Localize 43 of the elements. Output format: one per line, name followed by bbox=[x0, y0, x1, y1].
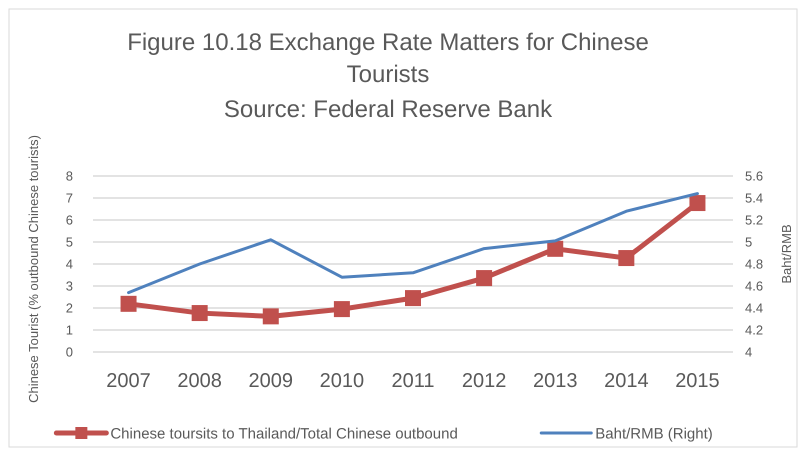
y-tick-label: 5 bbox=[66, 234, 73, 250]
x-tick-label: 2012 bbox=[462, 370, 506, 392]
x-tick-label: 2011 bbox=[391, 370, 435, 392]
legend-label: Baht/RMB (Right) bbox=[595, 425, 713, 442]
y2-tick-label: 4.4 bbox=[745, 300, 764, 316]
x-tick-label: 2013 bbox=[532, 370, 578, 392]
y-tick-label: 0 bbox=[66, 344, 73, 360]
x-tick-label: 2007 bbox=[106, 370, 151, 392]
y2-tick-label: 4.6 bbox=[745, 278, 764, 294]
x-tick-label: 2015 bbox=[675, 370, 720, 392]
point bbox=[405, 290, 421, 306]
chart-title: Figure 10.18 Exchange Rate Matters for Chinese Tourists bbox=[127, 29, 649, 88]
y2-tick-label: 5 bbox=[745, 234, 752, 250]
y-tick-label: 8 bbox=[66, 168, 73, 184]
y2-tick-label: 4.8 bbox=[745, 256, 764, 272]
y2-tick-label: 4 bbox=[745, 344, 752, 360]
y2-axis-title: Baht/RMB bbox=[779, 224, 794, 284]
y2-tick-label: 5.6 bbox=[745, 168, 764, 184]
x-tick-label: 2014 bbox=[604, 370, 649, 392]
point bbox=[689, 195, 706, 212]
y-tick-label: 7 bbox=[66, 190, 73, 206]
point bbox=[192, 305, 208, 322]
point bbox=[120, 296, 137, 312]
y-tick-label: 2 bbox=[66, 300, 73, 316]
y2-tick-label: 5.4 bbox=[745, 190, 764, 206]
y2-tick-label: 4.2 bbox=[745, 322, 764, 338]
legend-label: Chinese toursits to Thailand/Total Chinese outbound bbox=[110, 425, 458, 442]
point bbox=[547, 240, 564, 257]
chart-subtitle: Source: Federal Reserve Bank bbox=[224, 96, 554, 123]
point bbox=[262, 308, 279, 324]
y-tick-label: 6 bbox=[66, 212, 73, 228]
point bbox=[334, 301, 350, 318]
line-series bbox=[127, 192, 699, 294]
x-tick-label: 2009 bbox=[248, 370, 294, 392]
y2-tick-label: 5.2 bbox=[745, 212, 764, 228]
y-tick-label: 4 bbox=[66, 256, 73, 272]
x-tick-label: 2008 bbox=[177, 370, 222, 392]
y-tick-label: 3 bbox=[66, 278, 73, 294]
y-axis-title: Chinese Tourist (% outbound Chinese tourists) bbox=[26, 135, 41, 403]
point bbox=[618, 250, 634, 266]
y-tick-label: 1 bbox=[66, 322, 73, 338]
x-tick-label: 2010 bbox=[320, 370, 364, 392]
point bbox=[476, 270, 492, 286]
